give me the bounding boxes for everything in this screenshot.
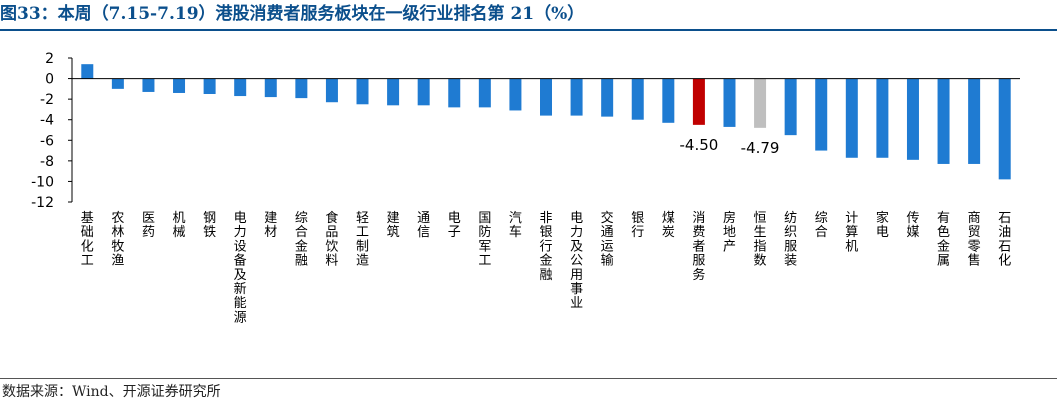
bar (784, 78, 797, 136)
bar (968, 78, 981, 164)
x-tick-label: 轻工制造 (356, 211, 369, 269)
x-tick-label: 综合 (815, 211, 828, 240)
y-tick-label: -8 (40, 154, 54, 170)
chart-title: 图33：本周（7.15-7.19）港股消费者服务板块在一级行业排名第 21（%） (0, 4, 585, 24)
x-tick-label: 恒生指数 (754, 211, 767, 269)
x-tick-label: 食品饮料 (325, 210, 338, 269)
bar (111, 78, 124, 89)
x-tick-label: 有色金属 (937, 211, 950, 269)
bar (815, 78, 828, 151)
x-tick-label: 银行 (631, 211, 644, 240)
bar (692, 78, 705, 125)
y-axis: 2 0 -2 -4 -6 -8 -10 -12 (31, 51, 73, 211)
bar (662, 78, 675, 123)
y-tick-label: 2 (45, 51, 54, 67)
x-tick-label: 纺织服装 (784, 211, 797, 269)
y-tick-label: -6 (40, 133, 54, 149)
bar (417, 78, 430, 106)
data-label: -4.79 (741, 139, 780, 157)
bar (478, 78, 491, 108)
bar (203, 78, 216, 94)
x-tick-label: 建筑 (387, 211, 400, 240)
x-tick-label: 基础化工 (81, 211, 94, 269)
bar (234, 78, 247, 97)
bar (295, 78, 308, 99)
data-labels: -4.50 -4.79 (679, 136, 779, 157)
bar (906, 78, 919, 160)
footer-divider (0, 378, 1057, 379)
x-tick-label: 机械 (173, 211, 186, 240)
x-tick-label: 非银行金融 (539, 211, 552, 283)
x-tick-label: 传媒 (906, 211, 919, 240)
bar (845, 78, 858, 158)
bar (998, 78, 1011, 180)
y-tick-label: 0 (45, 72, 54, 88)
x-tick-label: 国防军工 (478, 211, 491, 269)
x-tick-label: 消费者服务 (692, 211, 705, 283)
bar (540, 78, 552, 116)
x-tick-label: 农林牧渔 (111, 211, 124, 269)
x-tick-label: 建材 (264, 211, 277, 240)
x-tick-label: 通信 (417, 211, 430, 240)
bar (631, 78, 644, 120)
x-tick-label: 医药 (142, 211, 155, 240)
bars (81, 64, 1011, 180)
x-tick-label: 商贸零售 (968, 211, 981, 269)
bar (325, 78, 338, 103)
bar (723, 78, 736, 127)
bar (264, 78, 277, 98)
y-tick-label: -10 (31, 174, 54, 190)
source-note: 数据来源：Wind、开源证券研究所 (2, 384, 221, 400)
bar (601, 78, 614, 117)
bar (142, 78, 155, 92)
x-tick-label: 交通运输 (601, 210, 614, 269)
y-tick-label: -12 (31, 195, 54, 211)
bar (570, 78, 583, 116)
y-tick-label: -4 (40, 113, 54, 129)
bar (81, 64, 94, 79)
bar (937, 78, 950, 164)
x-tick-label: 钢铁 (203, 211, 216, 240)
bar (876, 78, 889, 158)
x-tick-label: 综合金融 (295, 211, 308, 269)
x-tick-label: 家电 (876, 210, 889, 240)
x-tick-label: 计算机 (845, 211, 858, 254)
x-tick-label: 电子 (448, 211, 461, 240)
bar (387, 78, 400, 106)
x-tick-label: 煤炭 (662, 211, 675, 240)
data-label: -4.50 (679, 136, 718, 154)
bar (509, 78, 522, 111)
bar (173, 78, 186, 93)
x-tick-label: 电力及公用事业 (570, 211, 583, 311)
bar (754, 78, 767, 128)
title-divider (0, 29, 1057, 31)
bar (448, 78, 461, 108)
x-tick-label: 电力设备及新能源 (234, 211, 247, 325)
bar (356, 78, 369, 105)
x-tick-label: 房地产 (723, 210, 736, 254)
x-tick-label: 汽车 (509, 211, 522, 240)
y-tick-label: -2 (40, 92, 54, 108)
x-tick-label: 石油石化 (998, 211, 1011, 269)
